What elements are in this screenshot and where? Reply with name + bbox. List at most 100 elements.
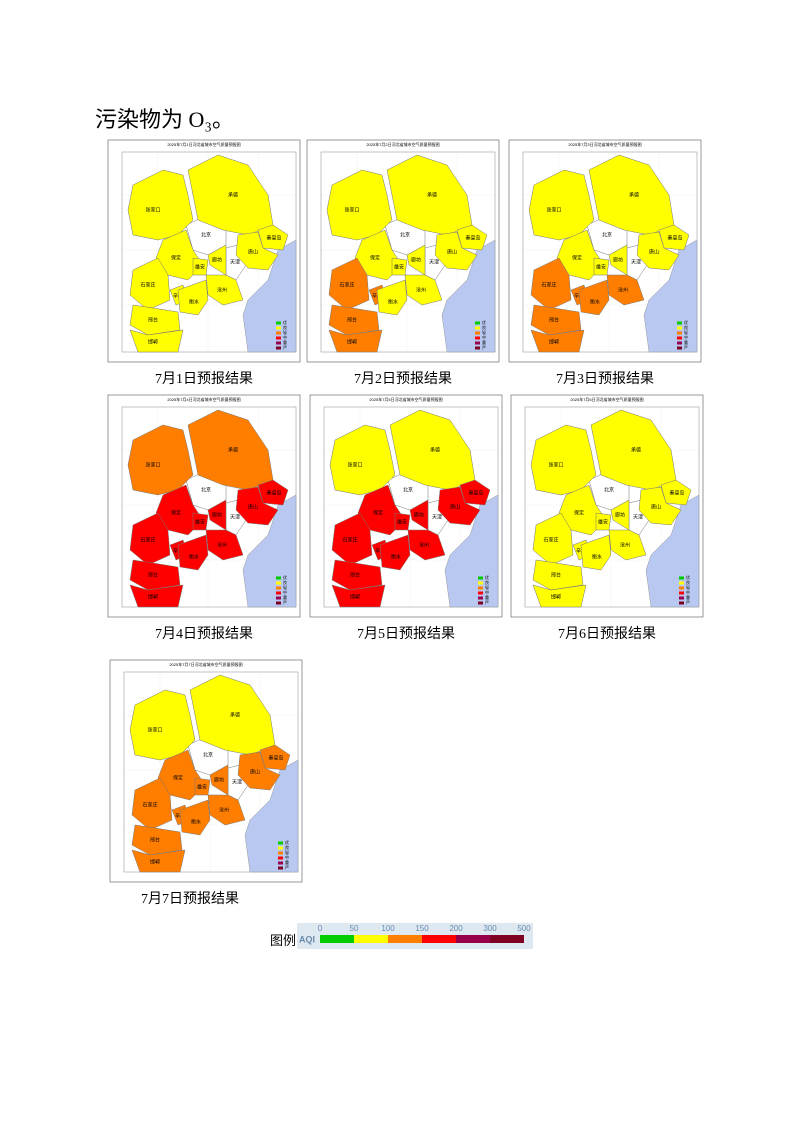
legend-label: 重 <box>283 594 287 600</box>
legend-label: 严 <box>283 600 287 605</box>
city-label: 石家庄 <box>140 536 155 543</box>
legend-swatch <box>278 856 283 860</box>
legend-label: 优 <box>283 319 287 325</box>
legend-swatch <box>276 336 281 340</box>
legend-tick: 150 <box>415 924 429 933</box>
sea <box>645 494 700 608</box>
city-region <box>207 244 227 276</box>
legend-swatch <box>679 601 684 605</box>
city-label: 辛集 <box>375 547 385 554</box>
legend-tick: 300 <box>483 924 497 933</box>
legend-label: 重 <box>283 339 287 345</box>
city-label: 张家口 <box>344 206 359 213</box>
city-region <box>207 794 246 826</box>
city-label: 承德 <box>427 191 437 198</box>
legend-tick: 50 <box>350 924 359 933</box>
city-label: 保定 <box>171 509 181 516</box>
sea <box>242 239 297 353</box>
legend-label: 重 <box>482 339 486 345</box>
city-label: 石家庄 <box>541 281 556 288</box>
city-label: 张家口 <box>548 461 563 468</box>
legend-swatch <box>276 576 281 580</box>
legend-swatch <box>276 341 281 345</box>
legend-band <box>354 935 388 943</box>
city-region <box>407 529 446 561</box>
city-label: 北京 <box>201 486 211 493</box>
city-label: 保定 <box>370 254 380 261</box>
city-label: 北京 <box>203 751 213 758</box>
map-caption: 7月6日预报结果 <box>558 626 656 642</box>
city-region <box>205 529 244 561</box>
city-label: 石家庄 <box>543 536 558 543</box>
map-title: 2025年7月1日河北省城市空气质量预报图 <box>167 141 240 147</box>
city-region <box>530 424 597 496</box>
legend-label: 良 <box>686 579 690 585</box>
city-region <box>207 499 227 531</box>
map-caption: 7月3日预报结果 <box>556 371 654 387</box>
city-region <box>638 486 682 526</box>
city-region <box>235 231 279 271</box>
legend-swatch <box>276 601 281 605</box>
city-region <box>129 257 171 311</box>
legend-swatch <box>276 586 281 590</box>
city-region <box>530 257 572 311</box>
map-title: 2025年7月7日河北省城市空气质量预报图 <box>169 661 242 667</box>
legend-tick: 100 <box>381 924 395 933</box>
city-label: 承德 <box>629 191 639 198</box>
city-region <box>177 279 209 316</box>
city-region <box>209 764 229 796</box>
city-label: 邢台 <box>148 571 158 578</box>
city-label: 邯郸 <box>148 338 158 345</box>
legend-swatch <box>475 321 480 325</box>
legend-label: 中 <box>482 334 486 340</box>
legend-label: 中 <box>684 334 688 340</box>
city-label: 雄安 <box>397 518 407 525</box>
legend-tick: 0 <box>318 924 323 933</box>
city-label: 天津 <box>631 258 641 265</box>
city-region <box>578 279 610 316</box>
city-label: 天津 <box>429 258 439 265</box>
city-label: 沧州 <box>419 541 429 548</box>
legend-swatch <box>278 861 283 865</box>
city-region <box>179 799 211 836</box>
city-region <box>237 751 281 791</box>
legend-swatch <box>679 576 684 580</box>
city-label: 北京 <box>604 486 614 493</box>
legend-label: 中 <box>285 854 289 860</box>
city-label: 秦皇岛 <box>667 234 682 241</box>
legend-swatch <box>478 596 483 600</box>
city-region <box>131 849 186 873</box>
legend-label: 重 <box>285 859 289 865</box>
legend-swatch <box>276 331 281 335</box>
city-label: 石家庄 <box>142 801 157 808</box>
legend-label: 良 <box>485 579 489 585</box>
city-label: 衡水 <box>191 818 201 825</box>
city-region <box>437 486 481 526</box>
city-label: 雄安 <box>195 518 205 525</box>
city-label: 石家庄 <box>342 536 357 543</box>
map-title: 2025年7月4日河北省城市空气质量预报图 <box>167 396 240 402</box>
legend-swatch <box>478 581 483 585</box>
legend-label: 中 <box>283 589 287 595</box>
city-label: 衡水 <box>391 553 401 560</box>
city-region <box>129 584 184 608</box>
city-label: 承德 <box>631 446 641 453</box>
city-region <box>129 689 196 761</box>
map-caption: 7月5日预报结果 <box>357 626 455 642</box>
city-label: 天津 <box>633 513 643 520</box>
city-label: 邢台 <box>347 316 357 323</box>
legend-swatch <box>475 341 480 345</box>
legend-label: 重 <box>684 339 688 345</box>
legend-label: 优 <box>686 574 690 580</box>
legend-tick: 500 <box>517 924 531 933</box>
legend-swatch <box>677 331 682 335</box>
city-label: 张家口 <box>147 726 162 733</box>
city-region <box>532 512 574 566</box>
legend-swatch <box>475 336 480 340</box>
legend-label: 轻 <box>485 584 489 590</box>
legend-label: 中 <box>686 589 690 595</box>
city-region <box>376 279 408 316</box>
